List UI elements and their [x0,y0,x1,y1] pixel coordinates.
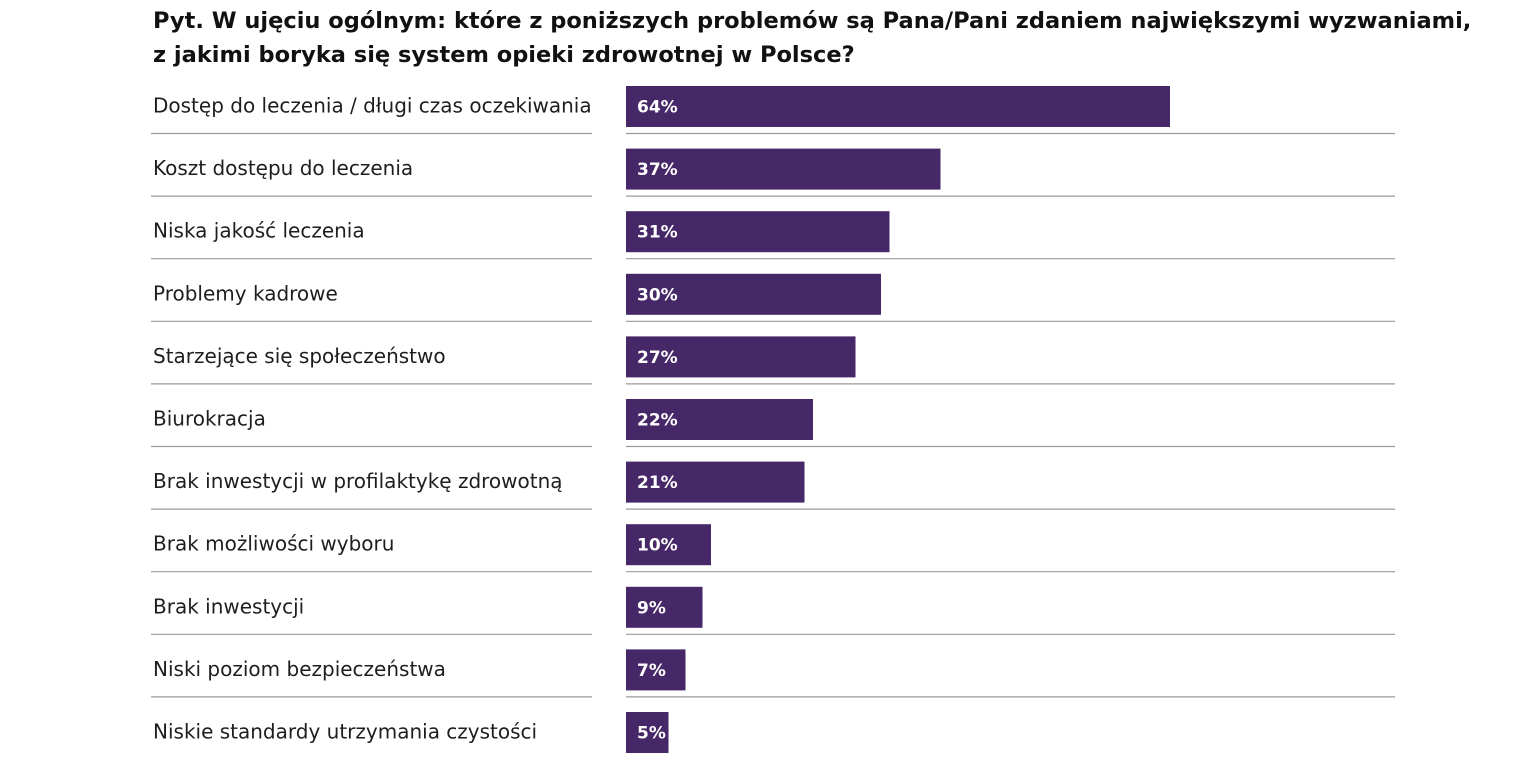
value-label-6: 22% [637,411,678,431]
value-label-7: 21% [637,473,678,493]
chart-title-line-2: z jakimi boryka się system opieki zdrowo… [153,42,855,68]
category-label-6: Biurokracja [153,407,266,431]
value-label-2: 37% [637,160,678,180]
value-label-9: 9% [637,598,666,618]
value-label-3: 31% [637,223,678,243]
chart-title-line-1: Pyt. W ujęciu ogólnym: które z poniższyc… [153,8,1472,34]
bar-11 [626,712,669,753]
category-label-8: Brak możliwości wyboru [153,532,394,556]
bars [626,86,1170,753]
bar-3 [626,211,890,253]
category-label-2: Koszt dostępu do leczenia [153,156,413,180]
value-label-5: 27% [637,348,678,368]
category-label-1: Dostęp do leczenia / długi czas oczekiwa… [153,94,592,118]
category-label-4: Problemy kadrowe [153,281,338,305]
category-label-5: Starzejące się społeczeństwo [153,344,446,368]
category-label-3: Niska jakość leczenia [153,219,365,243]
category-label-10: Niski poziom bezpieczeństwa [153,657,446,681]
bar-8 [626,524,711,566]
bar-5 [626,336,856,378]
bar-1 [626,86,1170,127]
bar-9 [626,586,703,628]
value-label-10: 7% [637,661,666,681]
value-labels: 64% 37% 31% 30% 27% 22% 21% 10% 9% 7% 5% [637,98,678,744]
value-label-8: 10% [637,536,678,556]
value-label-1: 64% [637,98,678,118]
bar-7 [626,461,805,503]
bar-10 [626,649,686,691]
row-separators [151,132,1395,698]
bar-2 [626,148,941,190]
bar-4 [626,273,881,315]
category-labels: Dostęp do leczenia / długi czas oczekiwa… [153,94,592,744]
value-label-4: 30% [637,285,678,305]
bar-6 [626,399,813,440]
category-label-11: Niskie standardy utrzymania czystości [153,720,537,744]
value-label-11: 5% [637,724,666,744]
category-label-9: Brak inwestycji [153,594,304,618]
category-label-7: Brak inwestycji w profilaktykę zdrowotną [153,469,563,493]
chart-title: Pyt. W ujęciu ogólnym: które z poniższyc… [153,4,1472,72]
